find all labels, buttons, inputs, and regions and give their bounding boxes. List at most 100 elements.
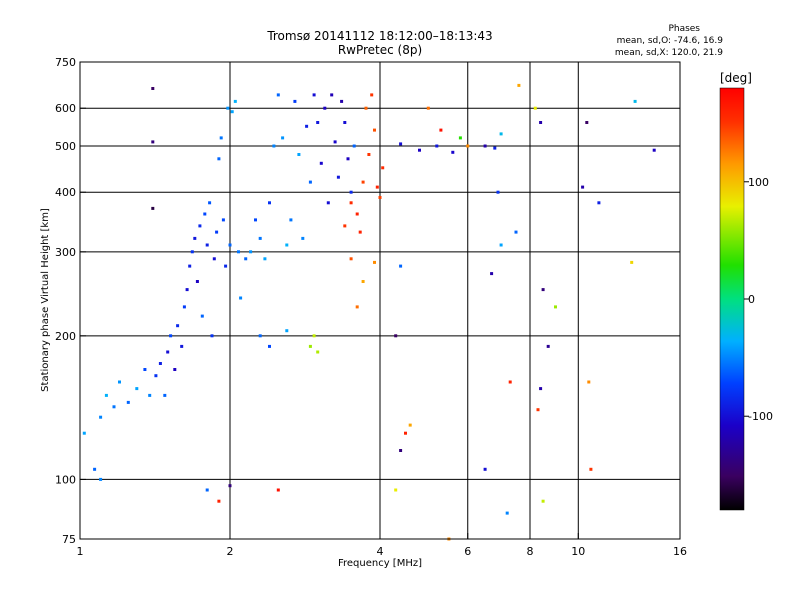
data-point xyxy=(499,132,503,136)
data-point xyxy=(224,264,228,268)
x-tick-label: 1 xyxy=(77,545,84,558)
y-tick-label: 100 xyxy=(55,473,76,486)
data-point xyxy=(451,150,455,154)
data-point xyxy=(200,314,204,318)
data-point xyxy=(301,236,305,240)
data-point xyxy=(514,230,518,234)
data-point xyxy=(210,334,214,338)
data-point xyxy=(249,250,253,254)
data-point xyxy=(326,201,330,205)
data-point xyxy=(151,206,155,210)
data-point xyxy=(112,405,116,409)
data-point xyxy=(217,157,221,161)
data-point xyxy=(355,212,359,216)
y-tick-label: 400 xyxy=(55,186,76,199)
data-point xyxy=(185,288,189,292)
data-point xyxy=(370,93,374,97)
data-point xyxy=(258,236,262,240)
data-point xyxy=(193,236,197,240)
data-point xyxy=(244,257,248,261)
data-point xyxy=(633,99,637,103)
data-point xyxy=(228,484,232,488)
data-point xyxy=(399,142,403,146)
data-point xyxy=(237,250,240,254)
stats-o-mode: mean, sd,O: -74.6, 16.9 xyxy=(617,36,724,46)
data-point xyxy=(316,350,320,354)
data-point xyxy=(352,144,356,148)
y-axis-label: Stationary phase Virtual Height [km] xyxy=(40,208,51,392)
chart-title: Tromsø 20141112 18:12:00–18:13:43 xyxy=(266,29,492,43)
data-point xyxy=(182,305,186,309)
x-tick-label: 8 xyxy=(527,545,534,558)
data-point xyxy=(154,374,158,378)
data-point xyxy=(173,368,177,371)
colorbar-unit-label: [deg] xyxy=(720,71,752,85)
data-point xyxy=(323,106,327,110)
colorbar-tick-label: 100 xyxy=(748,176,769,189)
data-point xyxy=(169,334,173,338)
data-point xyxy=(458,136,462,140)
colorbar-ticks: 100 0 -100 xyxy=(744,176,773,423)
data-point xyxy=(190,250,194,254)
data-point xyxy=(226,106,230,110)
data-point xyxy=(343,121,347,124)
x-tick-label: 4 xyxy=(377,545,384,558)
data-point xyxy=(233,99,237,103)
data-point xyxy=(99,415,103,419)
data-point xyxy=(349,190,353,194)
data-point xyxy=(180,344,184,348)
data-point xyxy=(230,110,234,114)
data-point xyxy=(536,408,540,412)
data-point xyxy=(517,83,521,87)
y-tick-label: 750 xyxy=(55,56,76,69)
data-point xyxy=(343,224,347,228)
data-points xyxy=(82,83,656,541)
data-point xyxy=(285,243,289,247)
colorbar-tick-label: -100 xyxy=(748,410,773,423)
y-tick-label: 600 xyxy=(55,102,76,115)
data-point xyxy=(276,93,280,97)
data-point xyxy=(151,87,155,90)
data-point xyxy=(126,400,130,404)
y-tick-label: 200 xyxy=(55,330,76,343)
stats-heading: Phases xyxy=(668,24,700,34)
data-point xyxy=(490,272,494,276)
data-point xyxy=(418,148,421,152)
data-point xyxy=(439,128,443,132)
data-point xyxy=(151,140,155,144)
y-tick-label: 75 xyxy=(62,533,76,546)
data-point xyxy=(399,264,403,268)
chart-subtitle: RwPretec (8p) xyxy=(338,43,422,57)
data-point xyxy=(312,93,316,97)
data-point xyxy=(541,499,545,503)
x-tick-label: 10 xyxy=(571,545,585,558)
colorbar xyxy=(719,87,745,511)
data-point xyxy=(466,144,470,148)
data-point xyxy=(293,99,297,103)
data-point xyxy=(597,201,601,205)
data-point xyxy=(268,344,271,348)
data-point xyxy=(198,224,202,228)
data-point xyxy=(308,180,312,184)
data-point xyxy=(263,257,267,261)
data-point xyxy=(135,387,139,391)
data-point xyxy=(82,431,86,435)
data-point xyxy=(585,121,589,124)
data-point xyxy=(316,121,320,124)
data-point xyxy=(499,243,503,247)
data-point xyxy=(539,121,543,124)
data-point xyxy=(340,99,344,103)
data-point xyxy=(394,334,398,338)
data-point xyxy=(539,387,543,391)
data-point xyxy=(496,190,500,194)
data-point xyxy=(399,449,403,452)
x-axis-label: Frequency [MHz] xyxy=(338,558,422,569)
data-point xyxy=(143,368,147,371)
data-point xyxy=(508,380,512,384)
data-point xyxy=(93,467,97,471)
data-point xyxy=(367,153,371,156)
data-point xyxy=(221,218,225,222)
data-point xyxy=(394,488,398,492)
data-point xyxy=(381,166,385,170)
